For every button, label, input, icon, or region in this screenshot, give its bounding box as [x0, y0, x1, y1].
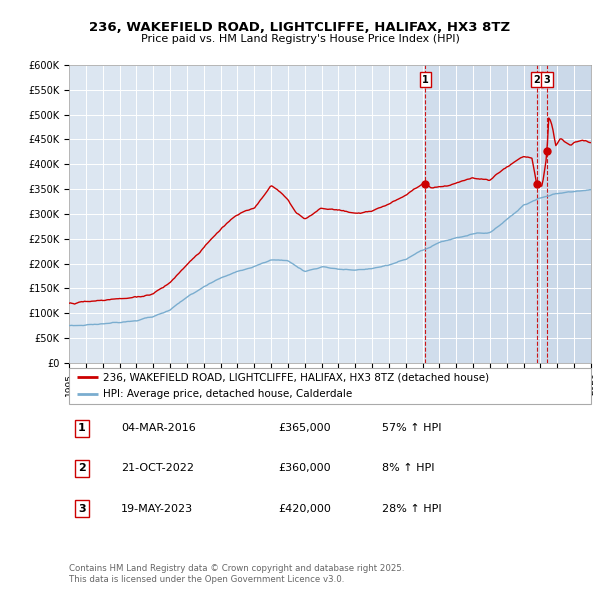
Text: 28% ↑ HPI: 28% ↑ HPI	[382, 504, 442, 513]
Text: 1: 1	[78, 424, 86, 433]
Text: Price paid vs. HM Land Registry's House Price Index (HPI): Price paid vs. HM Land Registry's House …	[140, 34, 460, 44]
Text: 236, WAKEFIELD ROAD, LIGHTCLIFFE, HALIFAX, HX3 8TZ (detached house): 236, WAKEFIELD ROAD, LIGHTCLIFFE, HALIFA…	[103, 372, 489, 382]
Bar	[537, 65, 591, 363]
Text: HPI: Average price, detached house, Calderdale: HPI: Average price, detached house, Cald…	[103, 389, 352, 399]
FancyBboxPatch shape	[69, 368, 591, 404]
Text: £420,000: £420,000	[278, 504, 331, 513]
Text: Contains HM Land Registry data © Crown copyright and database right 2025.: Contains HM Land Registry data © Crown c…	[69, 565, 404, 573]
Text: £360,000: £360,000	[278, 464, 331, 473]
Text: 19-MAY-2023: 19-MAY-2023	[121, 504, 193, 513]
Text: £365,000: £365,000	[278, 424, 331, 433]
Text: 2: 2	[78, 464, 86, 473]
Text: 21-OCT-2022: 21-OCT-2022	[121, 464, 194, 473]
Text: 1: 1	[422, 75, 429, 85]
Text: 8% ↑ HPI: 8% ↑ HPI	[382, 464, 434, 473]
Text: 04-MAR-2016: 04-MAR-2016	[121, 424, 196, 433]
Text: 3: 3	[544, 75, 550, 85]
Text: 236, WAKEFIELD ROAD, LIGHTCLIFFE, HALIFAX, HX3 8TZ: 236, WAKEFIELD ROAD, LIGHTCLIFFE, HALIFA…	[89, 21, 511, 34]
Text: 3: 3	[78, 504, 86, 513]
Text: This data is licensed under the Open Government Licence v3.0.: This data is licensed under the Open Gov…	[69, 575, 344, 584]
Bar	[425, 65, 591, 363]
Text: 2: 2	[533, 75, 541, 85]
Text: 57% ↑ HPI: 57% ↑ HPI	[382, 424, 442, 433]
